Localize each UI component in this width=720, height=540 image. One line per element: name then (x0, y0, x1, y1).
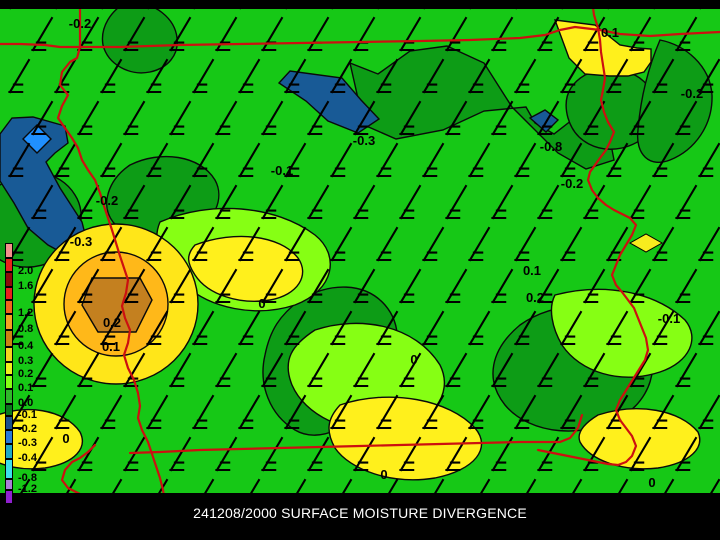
svg-text:0.1: 0.1 (102, 339, 120, 354)
svg-text:-0.1: -0.1 (658, 311, 680, 326)
svg-text:-0.3: -0.3 (70, 234, 92, 249)
svg-text:-0.8: -0.8 (540, 139, 562, 154)
svg-text:-0.2: -0.2 (69, 16, 91, 31)
svg-text:-0.1: -0.1 (271, 163, 293, 178)
svg-text:-0.2: -0.2 (681, 86, 703, 101)
svg-text:-0.2: -0.2 (96, 193, 118, 208)
svg-text:0.1: 0.1 (601, 25, 619, 40)
svg-text:0: 0 (380, 467, 387, 482)
svg-text:0: 0 (258, 296, 265, 311)
svg-text:-0.3: -0.3 (353, 133, 375, 148)
svg-text:0: 0 (648, 475, 655, 490)
svg-text:0.2: 0.2 (526, 290, 544, 305)
svg-text:-0.2: -0.2 (561, 176, 583, 191)
svg-text:0.2: 0.2 (103, 315, 121, 330)
svg-text:0: 0 (410, 352, 417, 367)
svg-text:0.1: 0.1 (523, 263, 541, 278)
svg-text:0: 0 (62, 431, 69, 446)
